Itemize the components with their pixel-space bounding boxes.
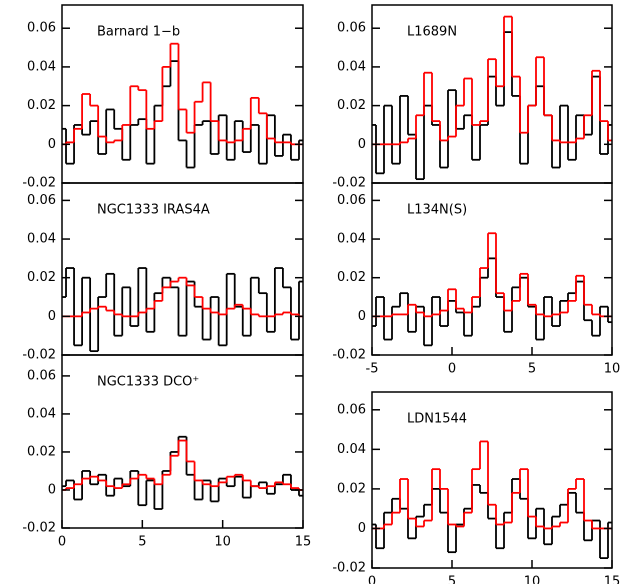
- panel-title: NGC1333 IRAS4A: [97, 203, 210, 218]
- y-tick-label: 0.06: [337, 402, 366, 417]
- y-tick-label: -0.02: [22, 521, 56, 536]
- x-tick-label: 10: [604, 362, 621, 377]
- step-connector: [65, 440, 300, 490]
- x-tick-label: 0: [448, 362, 456, 377]
- x-tick-label: 5: [138, 535, 146, 550]
- x-tick-label: 10: [524, 575, 541, 584]
- step-connector: [399, 16, 609, 145]
- x-tick-label: 10: [214, 535, 231, 550]
- y-tick-label: 0: [48, 309, 56, 324]
- y-tick-label: 0.06: [337, 193, 366, 208]
- panel-title: Barnard 1−b: [97, 25, 180, 40]
- y-tick-label: 0.04: [27, 232, 56, 247]
- plot-area: [62, 42, 303, 169]
- y-tick-label: -0.02: [332, 176, 366, 191]
- plot-area: [62, 267, 303, 353]
- step-connector: [65, 436, 300, 509]
- panel-frame: [371, 182, 613, 356]
- x-tick-label: 15: [295, 535, 312, 550]
- y-tick-label: 0.04: [337, 442, 366, 457]
- step-connector: [383, 441, 593, 529]
- x-tick-label: -5: [366, 362, 379, 377]
- x-tick-label: 0: [368, 575, 376, 584]
- y-tick-label: 0.06: [27, 193, 56, 208]
- plot-area: [372, 440, 612, 560]
- y-tick-label: 0.04: [337, 232, 366, 247]
- y-tick-label: -0.02: [332, 561, 366, 576]
- panel-title: NGC1333 DCO⁺: [97, 375, 199, 390]
- step-connector: [65, 43, 292, 145]
- y-tick-label: 0.06: [337, 21, 366, 36]
- x-tick-label: 0: [58, 535, 66, 550]
- y-tick-label: 0.04: [337, 59, 366, 74]
- x-tick-label: 5: [528, 362, 536, 377]
- y-tick-label: 0: [358, 137, 366, 152]
- y-tick-label: 0: [48, 482, 56, 497]
- y-tick-label: 0: [48, 137, 56, 152]
- y-tick-label: 0.04: [27, 406, 56, 421]
- panel-title: LDN1544: [407, 412, 467, 427]
- y-tick-label: 0.02: [27, 98, 56, 113]
- x-tick-label: 15: [604, 575, 621, 584]
- panel-frame: [371, 391, 613, 569]
- y-tick-label: 0.06: [27, 368, 56, 383]
- step-connector: [65, 61, 300, 168]
- step-connector: [375, 32, 609, 180]
- y-tick-label: 0.04: [27, 59, 56, 74]
- y-tick-label: 0.06: [27, 21, 56, 36]
- y-tick-label: 0.02: [337, 98, 366, 113]
- y-tick-label: -0.02: [22, 348, 56, 363]
- plot-area: [372, 15, 612, 181]
- panel-title: L134N(S): [407, 203, 467, 218]
- y-tick-label: 0.02: [27, 444, 56, 459]
- y-tick-label: 0.02: [27, 270, 56, 285]
- step-connector: [65, 268, 300, 352]
- x-tick-label: 5: [448, 575, 456, 584]
- y-tick-label: 0: [358, 521, 366, 536]
- plot-area: [62, 435, 303, 510]
- y-tick-label: 0.02: [337, 270, 366, 285]
- y-tick-label: -0.02: [332, 348, 366, 363]
- y-tick-label: -0.02: [22, 176, 56, 191]
- y-tick-label: 0.02: [337, 481, 366, 496]
- plot-area: [372, 232, 612, 347]
- panel-title: L1689N: [407, 25, 457, 40]
- panel-frame: [61, 354, 304, 529]
- step-connector: [81, 277, 300, 317]
- y-tick-label: 0: [358, 309, 366, 324]
